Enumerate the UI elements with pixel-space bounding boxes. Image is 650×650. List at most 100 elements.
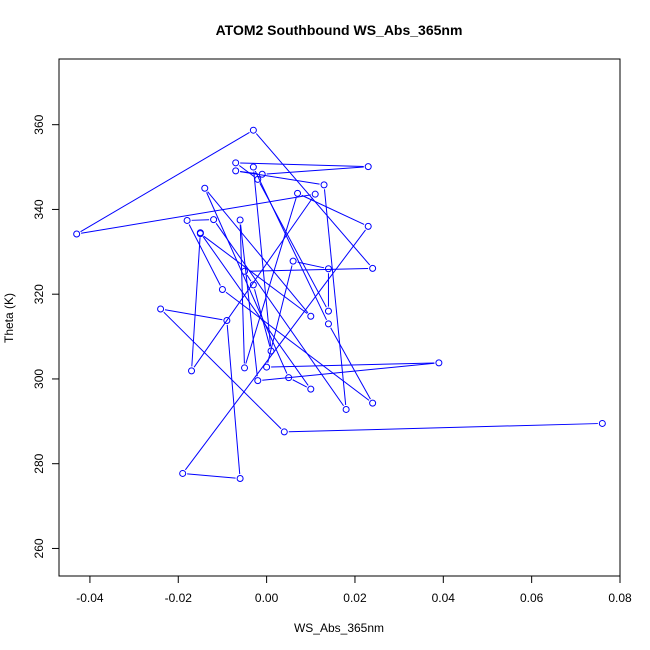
data-point [258, 170, 266, 178]
series-segment [215, 223, 344, 407]
series-segment [202, 236, 309, 386]
series-segment [292, 379, 308, 388]
data-point [73, 230, 81, 238]
y-axis: 260 280 300 320 340 360 [32, 114, 59, 558]
series-segment [262, 362, 435, 381]
data-point [232, 159, 240, 167]
series-segment [188, 224, 221, 286]
data-point [435, 359, 443, 367]
y-tick-label: 260 [32, 538, 46, 558]
series-segment [288, 423, 598, 433]
series-segment [240, 162, 364, 168]
data-point [320, 181, 328, 189]
series-segment [246, 274, 252, 282]
x-tick-label: -0.02 [165, 591, 193, 605]
series-segment [238, 165, 255, 178]
data-point [280, 428, 288, 436]
y-tick-label: 340 [32, 199, 46, 219]
data-point [188, 367, 196, 375]
x-tick-label: 0.06 [520, 591, 544, 605]
series-segment [330, 327, 371, 400]
data-point [311, 190, 319, 198]
series-segment [187, 473, 236, 479]
data-point [254, 377, 262, 385]
data-point [236, 475, 244, 483]
plot-frame [58, 58, 621, 577]
data-point [263, 363, 271, 371]
x-axis: -0.04 -0.02 0.00 0.02 0.04 0.06 0.08 [76, 576, 632, 605]
x-tick-label: 0.08 [608, 591, 632, 605]
data-point [201, 184, 209, 192]
data-point [342, 405, 350, 413]
series-segment [255, 133, 371, 266]
y-tick-label: 320 [32, 284, 46, 304]
series-segment [80, 132, 250, 233]
data-point [218, 286, 226, 294]
y-tick-label: 280 [32, 453, 46, 473]
series-segment [226, 324, 241, 475]
x-tick-label: 0.04 [432, 591, 456, 605]
y-tick-label: 360 [32, 114, 46, 134]
data-point [196, 230, 204, 238]
series-segment [253, 171, 272, 347]
series-segment [206, 192, 288, 374]
data-point [179, 469, 187, 477]
x-axis-label: WS_Abs_365nm [294, 621, 384, 635]
series-segment [254, 170, 327, 321]
data-point [324, 265, 332, 273]
series-segment [207, 191, 309, 314]
series-segment [240, 224, 258, 377]
data-point [241, 267, 249, 275]
series-segment [163, 311, 282, 430]
data-point [157, 305, 165, 313]
series-segment [240, 171, 320, 185]
data-point [241, 364, 249, 372]
data-point [307, 385, 315, 393]
data-point [369, 264, 377, 272]
x-tick-label: 0.00 [255, 591, 279, 605]
series-segment [193, 197, 314, 368]
data-point [183, 216, 191, 224]
series-segment [245, 197, 297, 364]
chart-title: ATOM2 Southbound WS_Abs_365nm [216, 22, 463, 38]
data-point [267, 347, 275, 355]
data-point [324, 307, 332, 315]
series-segment [249, 267, 369, 272]
series-layer [73, 126, 606, 483]
data-point [598, 419, 606, 427]
data-point [249, 126, 257, 134]
y-axis-label: Theta (K) [2, 293, 16, 343]
data-point [249, 163, 257, 171]
data-point [223, 316, 231, 324]
x-tick-label: -0.04 [76, 591, 104, 605]
series-segment [323, 189, 347, 406]
series-segment [191, 219, 210, 221]
data-point [232, 167, 240, 175]
series-segment [203, 235, 308, 314]
series-segment [81, 194, 311, 234]
data-point [364, 222, 372, 230]
y-tick-label: 300 [32, 369, 46, 389]
data-point [294, 189, 302, 197]
series-segment [301, 194, 365, 225]
data-point [324, 320, 332, 328]
series-segment [225, 291, 370, 401]
data-point [254, 175, 262, 183]
data-point [285, 374, 293, 382]
series-segment [164, 309, 223, 321]
series-segment [297, 261, 325, 269]
data-point [307, 312, 315, 320]
series-segment [266, 166, 364, 175]
data-point [289, 257, 297, 265]
data-point [236, 216, 244, 224]
series-segment [191, 237, 201, 367]
series-segment [271, 362, 435, 368]
data-point [249, 281, 257, 289]
series-segment [239, 224, 245, 364]
data-point [364, 163, 372, 171]
series-segment [184, 229, 366, 471]
data-point [369, 399, 377, 407]
x-tick-label: 0.02 [343, 591, 367, 605]
